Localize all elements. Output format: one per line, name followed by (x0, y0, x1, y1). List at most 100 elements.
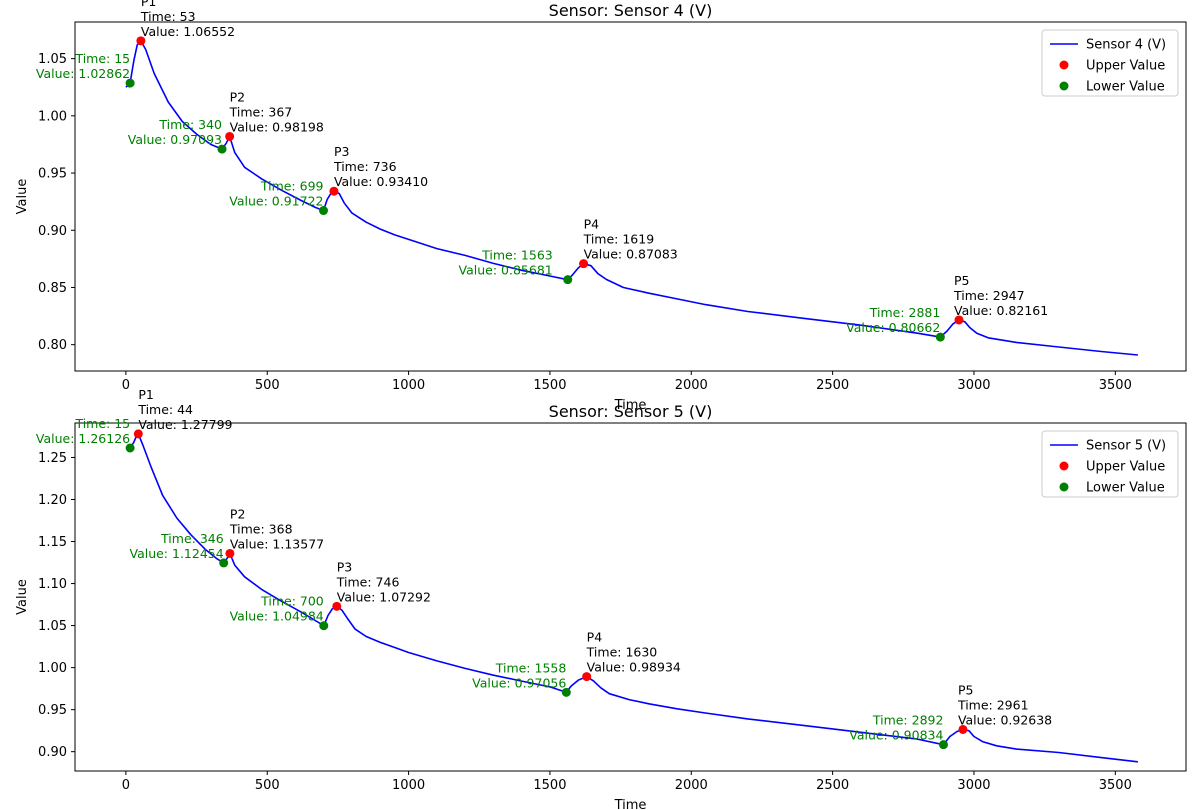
lower-value-point (935, 332, 945, 342)
x-tick-label: 500 (255, 378, 280, 393)
upper-value-point (332, 601, 342, 611)
legend-marker-swatch (1059, 461, 1069, 471)
lower-annotation-time: Time: 346 (160, 531, 224, 546)
lower-annotation-value: Value: 0.80662 (846, 320, 940, 335)
lower-value-point (125, 443, 135, 453)
upper-annotation-label: P2 (230, 506, 246, 521)
upper-value-point (225, 131, 235, 141)
upper-annotation-time: Time: 367 (229, 104, 293, 119)
upper-annotation-label: P3 (334, 144, 350, 159)
upper-value-annotation: P5 Time: 2947 Value: 0.82161 (953, 273, 1048, 318)
chart-title: Sensor: Sensor 4 (V) (549, 1, 713, 20)
lower-annotation-time: Time: 699 (260, 179, 324, 194)
x-axis-label: Time (614, 398, 647, 413)
upper-value-annotation: P5 Time: 2961 Value: 0.92638 (957, 682, 1052, 727)
upper-annotation-time: Time: 368 (229, 521, 293, 536)
x-tick-label: 3000 (957, 778, 990, 793)
upper-value-annotation: P2 Time: 368 Value: 1.13577 (229, 506, 324, 551)
lower-annotation-value: Value: 1.02862 (36, 66, 130, 81)
upper-annotation-label: P4 (587, 630, 603, 645)
x-tick-label: 1500 (533, 778, 566, 793)
lower-value-point (217, 144, 227, 154)
upper-annotation-label: P2 (230, 89, 246, 104)
upper-annotation-value: Value: 0.98934 (587, 660, 681, 675)
y-tick-label: 1.00 (38, 661, 67, 676)
upper-annotation-time: Time: 2947 (953, 288, 1025, 303)
x-tick-label: 1500 (533, 378, 566, 393)
lower-value-point (938, 740, 948, 750)
x-tick-label: 2500 (816, 778, 849, 793)
upper-annotation-value: Value: 0.87083 (584, 247, 678, 262)
upper-value-point (579, 259, 589, 269)
lower-value-annotation: Time: 2881 Value: 0.80662 (846, 305, 940, 335)
upper-annotation-label: P5 (954, 273, 970, 288)
upper-annotation-value: Value: 1.07292 (337, 589, 431, 604)
lower-value-annotation: Time: 15 Value: 1.26126 (36, 416, 130, 446)
y-tick-label: 0.80 (38, 338, 67, 353)
lower-annotation-time: Time: 15 (74, 416, 130, 431)
x-tick-label: 3500 (1099, 778, 1132, 793)
chart-title: Sensor: Sensor 5 (V) (549, 402, 713, 421)
x-tick-label: 3500 (1099, 378, 1132, 393)
upper-annotation-value: Value: 0.92638 (958, 712, 1052, 727)
upper-annotation-label: P4 (584, 217, 600, 232)
upper-annotation-value: Value: 1.27799 (138, 417, 232, 432)
upper-value-annotation: P3 Time: 746 Value: 1.07292 (336, 559, 431, 604)
lower-annotation-time: Time: 15 (74, 51, 130, 66)
upper-annotation-label: P5 (958, 682, 974, 697)
lower-annotation-time: Time: 340 (158, 117, 222, 132)
plot-frame (74, 21, 1187, 372)
lower-value-annotation: Time: 700 Value: 1.04984 (230, 594, 324, 624)
legend: Sensor 4 (V) Upper Value Lower Value (1041, 29, 1179, 97)
upper-value-annotation: P1 Time: 53 Value: 1.06552 (140, 0, 235, 39)
lower-value-annotation: Time: 1563 Value: 0.85681 (459, 248, 553, 278)
upper-annotation-time: Time: 1630 (586, 645, 658, 660)
legend: Sensor 5 (V) Upper Value Lower Value (1041, 430, 1179, 498)
lower-annotation-value: Value: 0.90834 (849, 728, 943, 743)
upper-value-annotation: P2 Time: 367 Value: 0.98198 (229, 89, 324, 134)
legend-entry-label: Sensor 5 (V) (1086, 439, 1166, 454)
series-line (125, 40, 1138, 356)
y-tick-label: 1.00 (38, 109, 67, 124)
upper-value-point (133, 429, 143, 439)
lower-value-point (318, 206, 328, 216)
y-tick-label: 0.95 (38, 167, 67, 182)
legend-marker-swatch (1059, 60, 1069, 70)
upper-annotation-label: P1 (138, 387, 154, 402)
legend-marker-swatch (1059, 81, 1069, 91)
y-axis-label: Value (15, 579, 30, 615)
legend-frame (1041, 29, 1179, 97)
upper-annotation-label: P3 (337, 559, 353, 574)
lower-annotation-time: Time: 1558 (495, 660, 567, 675)
x-tick-label: 2500 (816, 378, 849, 393)
lower-value-annotation: Time: 699 Value: 0.91722 (229, 179, 323, 209)
lower-annotation-value: Value: 1.04984 (230, 609, 324, 624)
lower-annotation-time: Time: 1563 (481, 248, 553, 263)
upper-value-point (954, 315, 964, 325)
upper-value-annotation: P1 Time: 44 Value: 1.27799 (137, 387, 232, 432)
x-tick-label: 3000 (957, 378, 990, 393)
upper-annotation-time: Time: 2961 (957, 697, 1029, 712)
y-tick-label: 1.05 (38, 619, 67, 634)
lower-value-point (219, 558, 229, 568)
y-tick-label: 1.05 (38, 52, 67, 67)
lower-annotation-value: Value: 1.26126 (36, 431, 130, 446)
y-tick-label: 1.25 (38, 451, 67, 466)
lower-value-point (319, 621, 329, 631)
lower-value-annotation: Time: 340 Value: 0.97093 (128, 117, 222, 147)
y-tick-label: 0.95 (38, 703, 67, 718)
upper-annotation-label: P1 (141, 0, 157, 9)
y-tick-label: 0.90 (38, 745, 67, 760)
upper-value-annotation: P4 Time: 1619 Value: 0.87083 (583, 217, 678, 262)
upper-annotation-value: Value: 0.98198 (230, 119, 324, 134)
lower-annotation-value: Value: 0.85681 (459, 263, 553, 278)
plot-frame (74, 422, 1187, 772)
upper-annotation-value: Value: 1.13577 (230, 536, 324, 551)
x-tick-label: 500 (255, 778, 280, 793)
lower-value-annotation: Time: 2892 Value: 0.90834 (849, 713, 943, 743)
upper-annotation-time: Time: 44 (137, 402, 193, 417)
chart-panel-1: Sensor: Sensor 4 (V) 0 500 1000 1500 2000 2500… (15, 0, 1187, 413)
x-tick-label: 2000 (675, 378, 708, 393)
legend-entry-label: Lower Value (1086, 481, 1165, 496)
